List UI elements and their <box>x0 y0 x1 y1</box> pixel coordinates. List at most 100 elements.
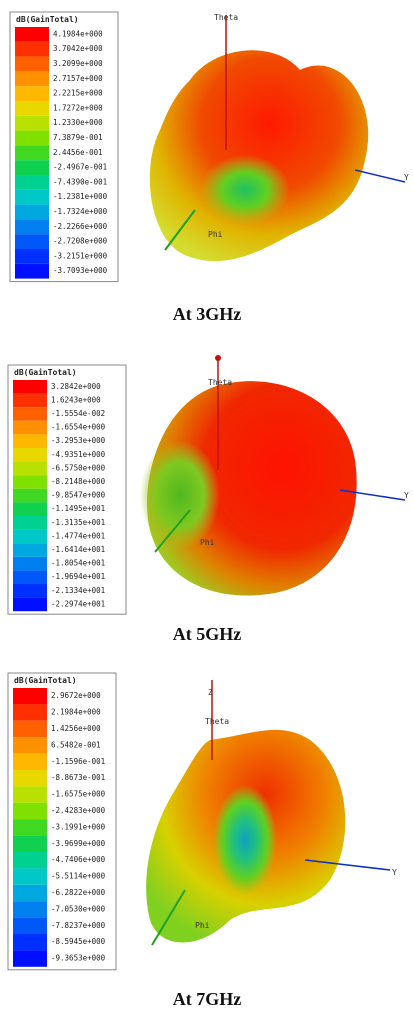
legend-label: -2.2266e+000 <box>53 222 108 231</box>
legend-label: -7.4390e-001 <box>53 177 107 186</box>
legend-label: -1.7324e+000 <box>53 207 108 216</box>
legend-swatch <box>13 393 47 408</box>
legend: dB(GainTotal) 3.2842e+000 1.6243e+000 -1.55… <box>7 364 127 615</box>
legend-label: -2.1334e+001 <box>51 586 105 595</box>
legend-swatch <box>13 597 47 612</box>
legend-label: -1.6414e+001 <box>51 545 105 554</box>
legend-label: 2.9672e+000 <box>51 691 101 700</box>
legend-label: 3.2099e+000 <box>53 59 103 68</box>
legend-label: 4.1984e+000 <box>53 29 103 38</box>
legend-swatch <box>15 145 49 161</box>
legend-label: -9.8547e+000 <box>51 491 106 500</box>
legend-label: -2.7208e+000 <box>53 237 108 246</box>
legend-swatch <box>15 56 49 72</box>
legend-label: 7.3879e-001 <box>53 133 103 142</box>
legend-swatch <box>13 884 47 902</box>
legend-label: -1.2381e+000 <box>53 192 108 201</box>
legend-swatch <box>15 71 49 87</box>
legend-label: -4.7406e+000 <box>51 855 106 864</box>
legend-swatch <box>15 27 49 42</box>
legend-label: -1.3135e+001 <box>51 518 105 527</box>
legend-swatch <box>13 420 47 435</box>
legend-label: -3.7093e+000 <box>53 266 108 275</box>
legend-label: -8.2148e+000 <box>51 477 106 486</box>
axis-label: Theta <box>214 13 238 22</box>
legend-label: -1.9694e+001 <box>51 572 105 581</box>
legend-label: 2.7157e+000 <box>53 74 103 83</box>
legend-label: 2.2215e+000 <box>53 89 103 98</box>
legend-swatch <box>15 189 49 205</box>
caption: At 3GHz <box>173 304 241 324</box>
legend-label: -5.5114e+000 <box>51 872 106 881</box>
legend-label: -7.0530e+000 <box>51 904 106 913</box>
legend-swatch <box>13 516 47 530</box>
legend-label: -8.8673e-001 <box>51 773 105 782</box>
legend-title: dB(GainTotal) <box>16 14 79 24</box>
legend-swatch <box>13 461 47 476</box>
legend-label: -8.5945e+000 <box>51 937 106 946</box>
caption: At 5GHz <box>173 624 241 644</box>
pattern-5ghz <box>140 355 406 596</box>
legend-swatch <box>13 868 47 885</box>
legend-swatch <box>15 130 49 146</box>
legend-label: -1.6554e+000 <box>51 423 106 432</box>
legend-label: -9.3653e+000 <box>51 954 106 963</box>
legend: dB(GainTotal) 4.1984e+000 3.7042e+000 3.209… <box>9 11 119 283</box>
legend-swatch <box>15 204 49 220</box>
legend-swatch <box>13 584 47 598</box>
legend-swatch <box>13 529 47 544</box>
caption: At 7GHz <box>173 989 241 1009</box>
legend-label: 2.4456e-001 <box>53 148 103 157</box>
legend-swatch <box>13 475 47 489</box>
legend-label: -3.9699e+000 <box>51 839 106 848</box>
legend-label: -6.2822e+000 <box>51 888 106 897</box>
legend-label: -2.4283e+000 <box>51 806 106 815</box>
legend-label: -3.2953e+000 <box>51 436 106 445</box>
axis-label: Z <box>208 688 213 697</box>
legend-swatch <box>13 556 47 571</box>
axis-label: Phi <box>200 538 215 547</box>
legend-label: 1.6243e+000 <box>51 395 101 404</box>
legend-swatch <box>15 219 49 235</box>
legend-swatch <box>13 688 47 705</box>
legend-label: 1.4256e+000 <box>51 724 101 733</box>
legend-swatch <box>13 380 47 394</box>
legend-swatch <box>15 41 49 57</box>
legend-label: 3.2842e+000 <box>51 382 101 391</box>
legend-title: dB(GainTotal) <box>14 675 77 685</box>
axis-label: Theta <box>208 378 232 387</box>
legend-swatch <box>13 786 47 803</box>
legend-swatch <box>13 502 47 516</box>
legend-label: -1.4774e+001 <box>51 531 105 540</box>
legend-swatch <box>15 160 49 175</box>
axis-label: Y <box>392 868 397 877</box>
legend-label: -1.5554e-002 <box>51 409 105 418</box>
legend-swatch <box>15 115 49 131</box>
legend-swatch <box>13 704 47 721</box>
legend-swatch <box>15 249 49 264</box>
legend-label: -2.4967e-001 <box>53 163 107 172</box>
legend-swatch <box>13 835 47 852</box>
legend-swatch <box>13 753 47 770</box>
legend-swatch <box>13 448 47 462</box>
legend-swatch <box>13 934 47 951</box>
axis-label: Theta <box>205 717 229 726</box>
legend-swatch <box>13 720 47 738</box>
legend-label: 6.5482e-001 <box>51 740 101 749</box>
legend-swatch <box>13 570 47 584</box>
legend-label: 2.1984e+000 <box>51 708 101 717</box>
axis-label: Y <box>404 173 409 182</box>
legend-swatch <box>15 263 49 279</box>
legend-label: -4.9351e+000 <box>51 450 106 459</box>
legend-swatch <box>13 819 47 836</box>
legend-swatch <box>13 852 47 869</box>
legend-swatch <box>13 770 47 787</box>
legend-swatch <box>15 86 49 101</box>
legend-title: dB(GainTotal) <box>14 367 77 377</box>
legend-label: -1.6575e+000 <box>51 790 106 799</box>
legend-label: -1.8054e+001 <box>51 559 105 568</box>
legend-swatch <box>15 234 49 249</box>
legend-label: -7.8237e+000 <box>51 921 106 930</box>
legend-swatch <box>13 917 47 934</box>
